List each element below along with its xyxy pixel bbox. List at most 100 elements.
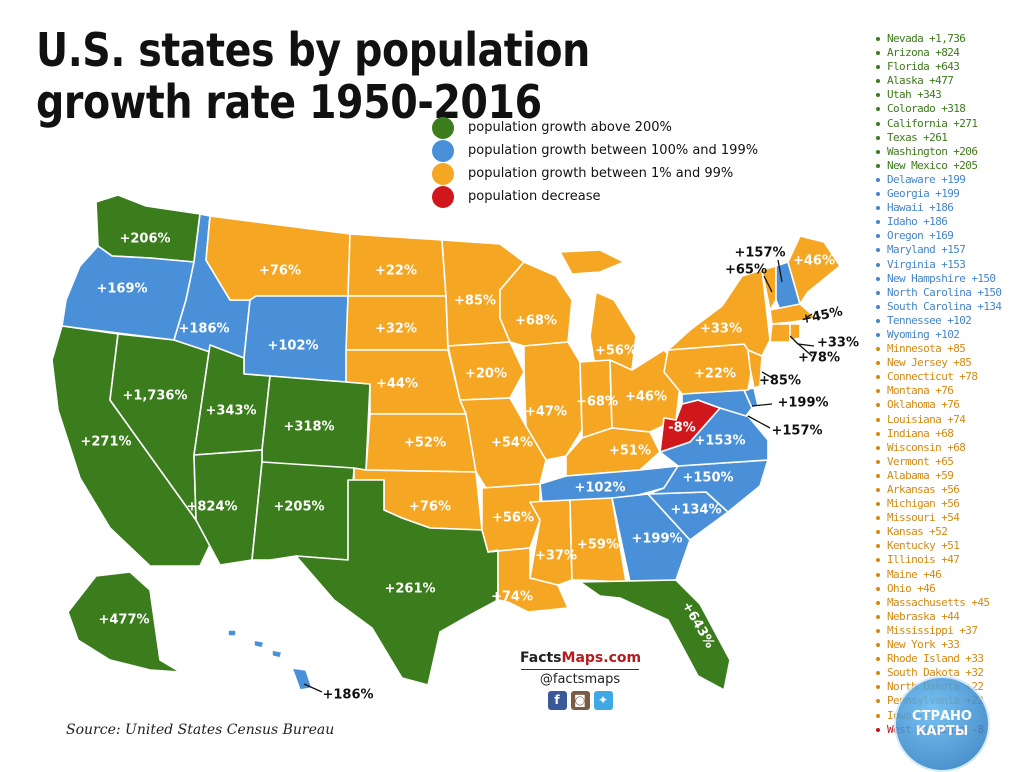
state-ranking-list: Nevada +1,736 Arizona +824 Florida +643 Ala…	[876, 32, 1016, 737]
brand-handle[interactable]: @factsmaps	[539, 672, 621, 687]
ranking-item: Oklahoma +76	[876, 398, 1016, 412]
ranking-item: Illinois +47	[876, 553, 1016, 567]
ranking-state-value: +46	[911, 581, 936, 595]
ranking-state-value: +1,736	[923, 32, 966, 45]
ranking-state-name: Connecticut	[887, 370, 954, 384]
state-value-label: +477%	[98, 613, 149, 628]
ranking-state-value: +157	[935, 243, 966, 257]
state-value-label: +261%	[384, 582, 435, 597]
state-value-label: +59%	[577, 538, 619, 553]
ranking-state-name: North Carolina	[887, 285, 972, 299]
label-leader-line	[795, 341, 813, 357]
state-value-label: +37%	[535, 549, 577, 564]
ranking-state-value: +56	[935, 483, 960, 496]
state-value-label: +56%	[492, 511, 534, 526]
ranking-state-name: Ohio	[887, 581, 912, 595]
ranking-state-name: Minnesota	[887, 342, 942, 356]
legend-label: population growth above 200%	[468, 120, 672, 135]
state-louisiana	[487, 547, 569, 613]
ranking-state-name: Illinois	[887, 553, 936, 567]
label-leader-line	[761, 371, 777, 381]
ranking-state-name: Montana	[887, 384, 930, 398]
ranking-item: New Hampshire +150	[876, 272, 1016, 286]
ranking-state-value: +153	[935, 257, 966, 271]
ranking-item: Maryland +157	[876, 243, 1016, 257]
ranking-item: Nevada +1,736	[876, 32, 1016, 46]
state-value-label: +271%	[80, 435, 131, 450]
state-value-label: +205%	[273, 500, 324, 515]
ranking-state-name: South Dakota	[887, 666, 960, 680]
twitter-icon[interactable]: ✦	[593, 691, 613, 710]
ranking-state-value: +477	[923, 74, 954, 88]
state-value-label: +169%	[96, 282, 147, 297]
legend-swatch	[432, 162, 454, 185]
ranking-item: South Carolina +134	[876, 300, 1016, 314]
ranking-state-value: +271	[947, 116, 978, 130]
ranking-state-value: +102	[929, 327, 960, 341]
state-value-label: +1,736%	[122, 389, 187, 404]
state-value-label: +65%	[725, 263, 767, 278]
ranking-item: Rhode Island +33	[876, 652, 1016, 666]
label-leader-line	[747, 415, 771, 429]
state-iowa	[447, 341, 525, 401]
state-value-label: +102%	[267, 339, 318, 354]
ranking-state-value: +33	[959, 652, 984, 666]
ranking-state-name: Hawaii	[887, 201, 924, 215]
ranking-state-name: Nebraska	[887, 609, 936, 623]
ranking-item: California +271	[876, 117, 1016, 131]
ranking-state-value: +68	[941, 440, 966, 454]
ranking-state-value: +199	[935, 172, 966, 186]
state-value-label: +20%	[465, 367, 507, 382]
ranking-state-value: +102	[941, 313, 972, 327]
ranking-item: Florida +643	[876, 60, 1016, 74]
state-texas	[295, 479, 499, 686]
ranking-state-name: Arizona	[887, 46, 930, 60]
state-value-label: +76%	[259, 264, 301, 279]
state-value-label: +343%	[205, 404, 256, 419]
ranking-state-name: Kansas	[887, 525, 924, 539]
ranking-state-name: New Hampshire	[887, 271, 966, 285]
ranking-state-value: +44	[935, 609, 960, 623]
ranking-state-value: +169	[923, 229, 954, 243]
ranking-state-name: Massachusetts	[887, 595, 966, 609]
ranking-state-value: +59	[929, 468, 954, 482]
state-value-label: +199%	[631, 532, 682, 547]
ranking-item: Alabama +59	[876, 469, 1016, 483]
ranking-item: Idaho +186	[876, 215, 1016, 229]
state-value-label: +157%	[771, 424, 822, 439]
state-value-label: +199%	[777, 396, 828, 411]
ranking-state-name: Utah	[887, 88, 912, 102]
ranking-item: New Jersey +85	[876, 356, 1016, 370]
facebook-icon[interactable]: f	[547, 691, 567, 710]
state-value-label: +46%	[793, 254, 835, 269]
state-value-label: +76%	[409, 500, 451, 515]
state-value-label: +102%	[574, 481, 625, 496]
ranking-item: Utah +343	[876, 88, 1016, 102]
ranking-state-value: +343	[911, 88, 942, 102]
state-value-label: +186%	[322, 688, 373, 703]
ranking-state-name: Delaware	[887, 172, 936, 186]
ranking-state-value: +134	[971, 299, 1002, 313]
ranking-state-value: +68	[929, 426, 954, 440]
ranking-state-name: Maine	[887, 567, 918, 581]
state-value-label: +33%	[700, 322, 742, 337]
ranking-state-value: +78	[953, 370, 978, 384]
ranking-state-name: New York	[887, 638, 936, 652]
legend-swatch	[432, 185, 454, 208]
legend-item: population growth between 100% and 199%	[432, 139, 812, 162]
brand-site[interactable]: FactsMaps.com	[520, 650, 641, 666]
ranking-item: Mississippi +37	[876, 624, 1016, 638]
state-value-label: +33%	[817, 336, 859, 351]
instagram-icon[interactable]: ◙	[570, 691, 590, 710]
ranking-state-value: +186	[923, 201, 954, 215]
brand-divider	[521, 669, 639, 670]
ranking-state-value: +85	[941, 342, 966, 356]
ranking-state-value: +47	[935, 553, 960, 567]
state-value-label: +46%	[625, 390, 667, 405]
watermark-text: СТРАНО КАРТЫ	[912, 709, 972, 739]
state-value-label: +157%	[734, 246, 785, 261]
ranking-state-name: Oregon	[887, 229, 924, 243]
ranking-item: New Mexico +205	[876, 159, 1016, 173]
ranking-item: Arizona +824	[876, 46, 1016, 60]
